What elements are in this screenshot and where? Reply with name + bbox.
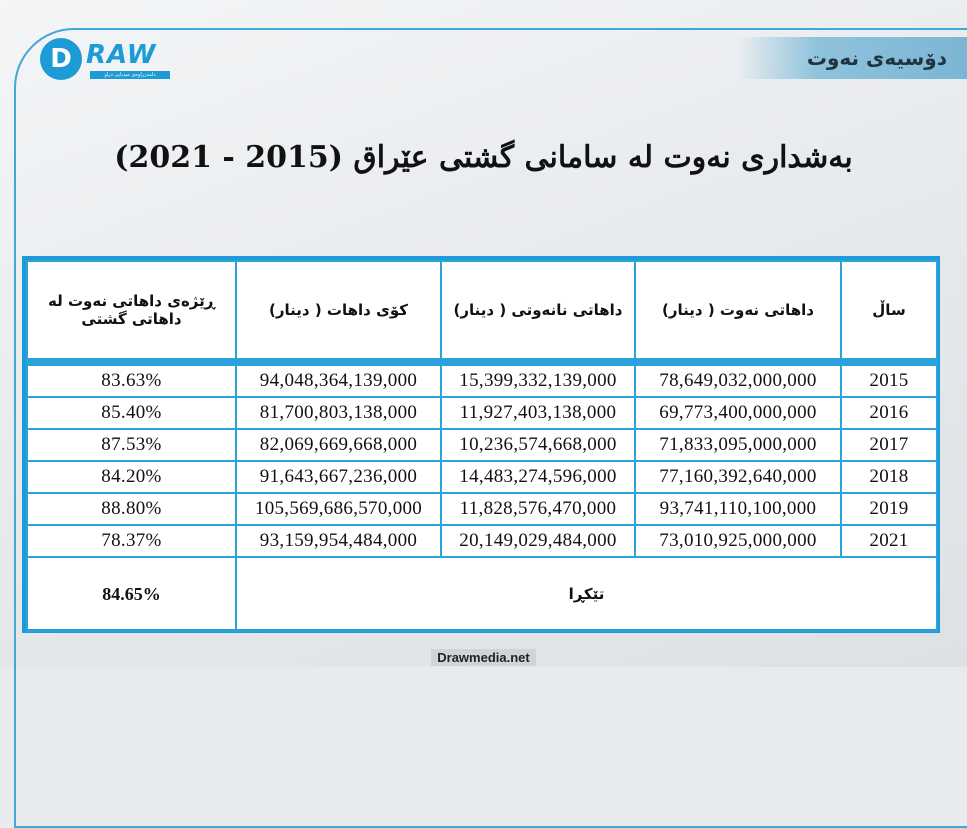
logo-letter: D (40, 38, 82, 80)
footer-site-link[interactable]: Drawmedia.net (431, 649, 536, 666)
cell-oil: 69,773,400,000,000 (634, 396, 842, 430)
cell-ratio: 88.80% (26, 492, 237, 526)
table-average-row: تێکڕا 84.65% (26, 556, 938, 632)
header-oil-ratio: ڕێژەی داهاتی نەوت لە داهاتی گشتی (26, 260, 237, 366)
cell-ratio: 87.53% (26, 428, 237, 462)
data-table-container: ساڵ داهاتی نەوت ( دینار) داهاتی نانەوتی … (22, 256, 940, 633)
table-row: 2021 73,010,925,000,000 20,149,029,484,0… (26, 524, 938, 558)
table-row: 2016 69,773,400,000,000 11,927,403,138,0… (26, 396, 938, 430)
table-header-row: ساڵ داهاتی نەوت ( دینار) داهاتی نانەوتی … (26, 260, 938, 366)
header-year: ساڵ (840, 260, 938, 366)
cell-total: 105,569,686,570,000 (235, 492, 442, 526)
page-title: بەشداری نەوت لە سامانی گشتی عێراق (2015 … (114, 140, 853, 175)
cell-nonoil: 14,483,274,596,000 (440, 460, 636, 494)
cell-ratio: 84.20% (26, 460, 237, 494)
cell-total: 91,643,667,236,000 (235, 460, 442, 494)
cell-total: 93,159,954,484,000 (235, 524, 442, 558)
cell-ratio: 78.37% (26, 524, 237, 558)
header-nonoil-revenue: داهاتی نانەوتی ( دینار) (440, 260, 636, 366)
cell-oil: 93,741,110,100,000 (634, 492, 842, 526)
cell-nonoil: 10,236,574,668,000 (440, 428, 636, 462)
oil-revenue-table: ساڵ داهاتی نەوت ( دینار) داهاتی نانەوتی … (26, 260, 938, 632)
cell-ratio: 83.63% (26, 361, 237, 398)
cell-year: 2019 (840, 492, 938, 526)
header-oil-revenue: داهاتی نەوت ( دینار) (634, 260, 842, 366)
cell-nonoil: 15,399,332,139,000 (440, 361, 636, 398)
table-row: 2015 78,649,032,000,000 15,399,332,139,0… (26, 361, 938, 398)
cell-oil: 71,833,095,000,000 (634, 428, 842, 462)
section-tag-label: دۆسیەی نەوت (806, 46, 947, 70)
draw-logo: D RAW دامەزراوەی میدیایی دراو (40, 36, 180, 84)
cell-oil: 73,010,925,000,000 (634, 524, 842, 558)
header-total-revenue: کۆی داهات ( دینار) (235, 260, 442, 366)
cell-nonoil: 11,927,403,138,000 (440, 396, 636, 430)
average-value: 84.65% (26, 556, 237, 632)
cell-year: 2018 (840, 460, 938, 494)
cell-total: 94,048,364,139,000 (235, 361, 442, 398)
cell-total: 82,069,669,668,000 (235, 428, 442, 462)
logo-word: RAW (86, 40, 157, 70)
cell-nonoil: 20,149,029,484,000 (440, 524, 636, 558)
cell-year: 2017 (840, 428, 938, 462)
logo-tagline: دامەزراوەی میدیایی دراو (90, 71, 170, 79)
cell-ratio: 85.40% (26, 396, 237, 430)
cell-year: 2016 (840, 396, 938, 430)
cell-nonoil: 11,828,576,470,000 (440, 492, 636, 526)
cell-total: 81,700,803,138,000 (235, 396, 442, 430)
average-label: تێکڕا (235, 556, 938, 632)
cell-oil: 77,160,392,640,000 (634, 460, 842, 494)
footer: Drawmedia.net (0, 649, 967, 666)
cell-year: 2021 (840, 524, 938, 558)
table-row: 2018 77,160,392,640,000 14,483,274,596,0… (26, 460, 938, 494)
section-tag: دۆسیەی نەوت (737, 37, 967, 79)
table-row: 2017 71,833,095,000,000 10,236,574,668,0… (26, 428, 938, 462)
table-row: 2019 93,741,110,100,000 11,828,576,470,0… (26, 492, 938, 526)
cell-oil: 78,649,032,000,000 (634, 361, 842, 398)
cell-year: 2015 (840, 361, 938, 398)
